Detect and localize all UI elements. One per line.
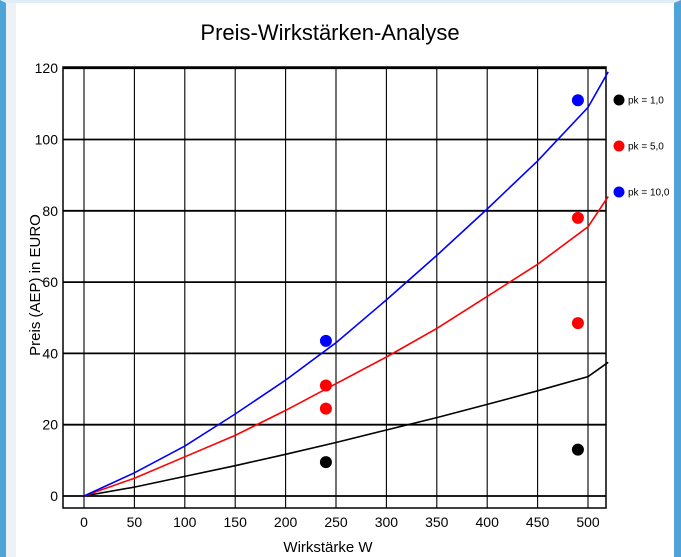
y-tick-label: 60 bbox=[42, 274, 58, 290]
legend: pk = 1,0 pk = 5,0 pk = 10,0 bbox=[613, 94, 670, 199]
data-point bbox=[319, 334, 332, 347]
x-tick-label: 0 bbox=[80, 514, 88, 530]
plot-area bbox=[62, 66, 607, 509]
x-tick-label: 400 bbox=[476, 514, 500, 530]
x-axis-label: Wirkstärke W bbox=[283, 539, 373, 556]
points bbox=[319, 94, 584, 469]
x-tick-labels: 0 50 100 150 200 250 300 350 400 450 500 bbox=[80, 514, 600, 530]
data-point bbox=[571, 94, 584, 107]
x-tick-label: 100 bbox=[173, 514, 197, 530]
series-line-3 bbox=[83, 71, 609, 497]
y-axis-label: Preis (AEP) in EURO bbox=[27, 214, 44, 356]
frame-edge bbox=[6, 3, 16, 557]
y-tick-label: 120 bbox=[35, 60, 59, 76]
y-tick-label: 40 bbox=[42, 345, 58, 361]
data-point bbox=[319, 456, 332, 469]
grid bbox=[62, 66, 607, 509]
x-tick-label: 250 bbox=[324, 514, 348, 530]
series-line-2 bbox=[83, 196, 609, 497]
x-tick-label: 450 bbox=[526, 514, 550, 530]
chart-title: Preis-Wirkstärken-Analyse bbox=[200, 20, 459, 45]
x-tick-label: 50 bbox=[127, 514, 143, 530]
x-tick-label: 300 bbox=[375, 514, 399, 530]
legend-marker bbox=[613, 94, 625, 106]
data-point bbox=[571, 317, 584, 330]
series-line-1 bbox=[83, 361, 609, 497]
data-point bbox=[319, 402, 332, 415]
legend-label: pk = 1,0 bbox=[628, 96, 664, 107]
legend-label: pk = 10,0 bbox=[628, 188, 670, 199]
data-point bbox=[571, 211, 584, 224]
y-tick-labels: 0 20 40 60 80 100 120 bbox=[35, 60, 59, 504]
x-tick-label: 500 bbox=[576, 514, 600, 530]
legend-marker bbox=[613, 186, 625, 198]
y-tick-label: 20 bbox=[42, 417, 58, 433]
x-tick-label: 150 bbox=[224, 514, 248, 530]
y-tick-label: 100 bbox=[35, 132, 59, 148]
y-tick-label: 0 bbox=[50, 488, 58, 504]
data-point bbox=[319, 379, 332, 392]
curves bbox=[83, 71, 609, 497]
y-tick-label: 80 bbox=[42, 203, 58, 219]
legend-marker bbox=[613, 140, 625, 152]
data-point bbox=[571, 443, 584, 456]
legend-label: pk = 5,0 bbox=[628, 142, 664, 153]
x-tick-label: 200 bbox=[274, 514, 298, 530]
x-tick-label: 350 bbox=[425, 514, 449, 530]
